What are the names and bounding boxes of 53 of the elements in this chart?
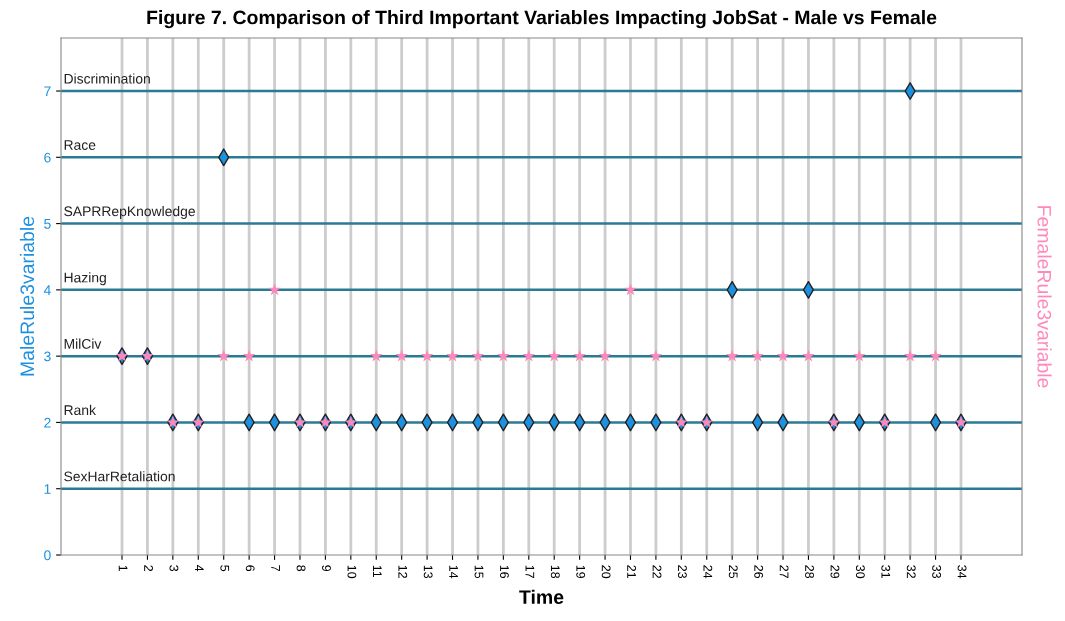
x-tick-label: 15: [474, 565, 484, 579]
ref-line-label: SexHarRetaliation: [64, 471, 175, 482]
x-tick-label: 13: [423, 565, 433, 579]
y-axis-title: MaleRule3variable: [19, 216, 35, 376]
y2-axis-title: FemaleRule3variable: [1037, 206, 1052, 388]
x-tick-label: 12: [398, 565, 408, 578]
chart-title: Figure 7. Comparison of Third Important Variables Impacting JobSat - Male vs Female: [147, 10, 937, 29]
x-tick-label: 24: [703, 565, 713, 579]
x-tick-label: 28: [805, 565, 814, 579]
y-tick-label: 7: [44, 86, 51, 97]
x-tick-label: 17: [525, 565, 535, 578]
x-tick-label: 3: [169, 565, 179, 572]
x-tick-label: 10: [347, 565, 357, 579]
ref-line-label: Race: [64, 140, 96, 150]
x-tick-label: 23: [677, 565, 687, 579]
ref-line-label: Discrimination: [64, 73, 150, 84]
x-tick-label: 31: [881, 565, 891, 579]
x-tick-label: 16: [500, 565, 509, 579]
x-tick-label: 11: [373, 565, 382, 578]
y-tick-label: 1: [44, 484, 51, 494]
x-tick-label: 8: [296, 565, 306, 572]
x-tick-label: 22: [652, 565, 662, 578]
x-tick-label: 32: [906, 565, 916, 578]
y-tick-label: 5: [44, 219, 51, 229]
x-tick-label: 30: [855, 565, 865, 579]
x-tick-label: 26: [754, 565, 764, 579]
x-tick-label: 29: [830, 565, 840, 579]
x-axis-title: Time: [519, 589, 564, 605]
y-tick-label: 3: [44, 351, 51, 362]
ref-line-label: MilCiv: [64, 338, 102, 349]
ref-line-label: Hazing: [64, 272, 106, 286]
x-tick-label: 27: [779, 565, 789, 578]
x-tick-label: 2: [144, 565, 153, 572]
x-tick-label: 14: [449, 565, 458, 579]
x-tick-label: 20: [601, 565, 611, 579]
x-tick-label: 21: [627, 565, 636, 579]
y-tick-label: 2: [44, 417, 51, 428]
y-tick-label: 6: [44, 152, 51, 163]
x-tick-label: 25: [728, 565, 738, 579]
x-tick-label: 7: [271, 565, 280, 572]
x-tick-label: 1: [118, 565, 128, 572]
x-tick-label: 18: [550, 565, 560, 579]
x-tick-label: 34: [957, 565, 967, 579]
y-tick-label: 0: [44, 550, 51, 561]
ref-line-label: Rank: [64, 404, 96, 416]
x-tick-label: 19: [576, 565, 586, 579]
x-tick-label: 5: [220, 565, 230, 572]
ref-line-label: SAPRRepKnowledge: [64, 206, 195, 219]
x-tick-label: 6: [245, 565, 255, 572]
x-tick-label: 33: [932, 565, 942, 579]
x-tick-label: 4: [195, 565, 204, 572]
x-tick-label: 9: [322, 565, 331, 572]
y-tick-label: 4: [43, 285, 51, 295]
